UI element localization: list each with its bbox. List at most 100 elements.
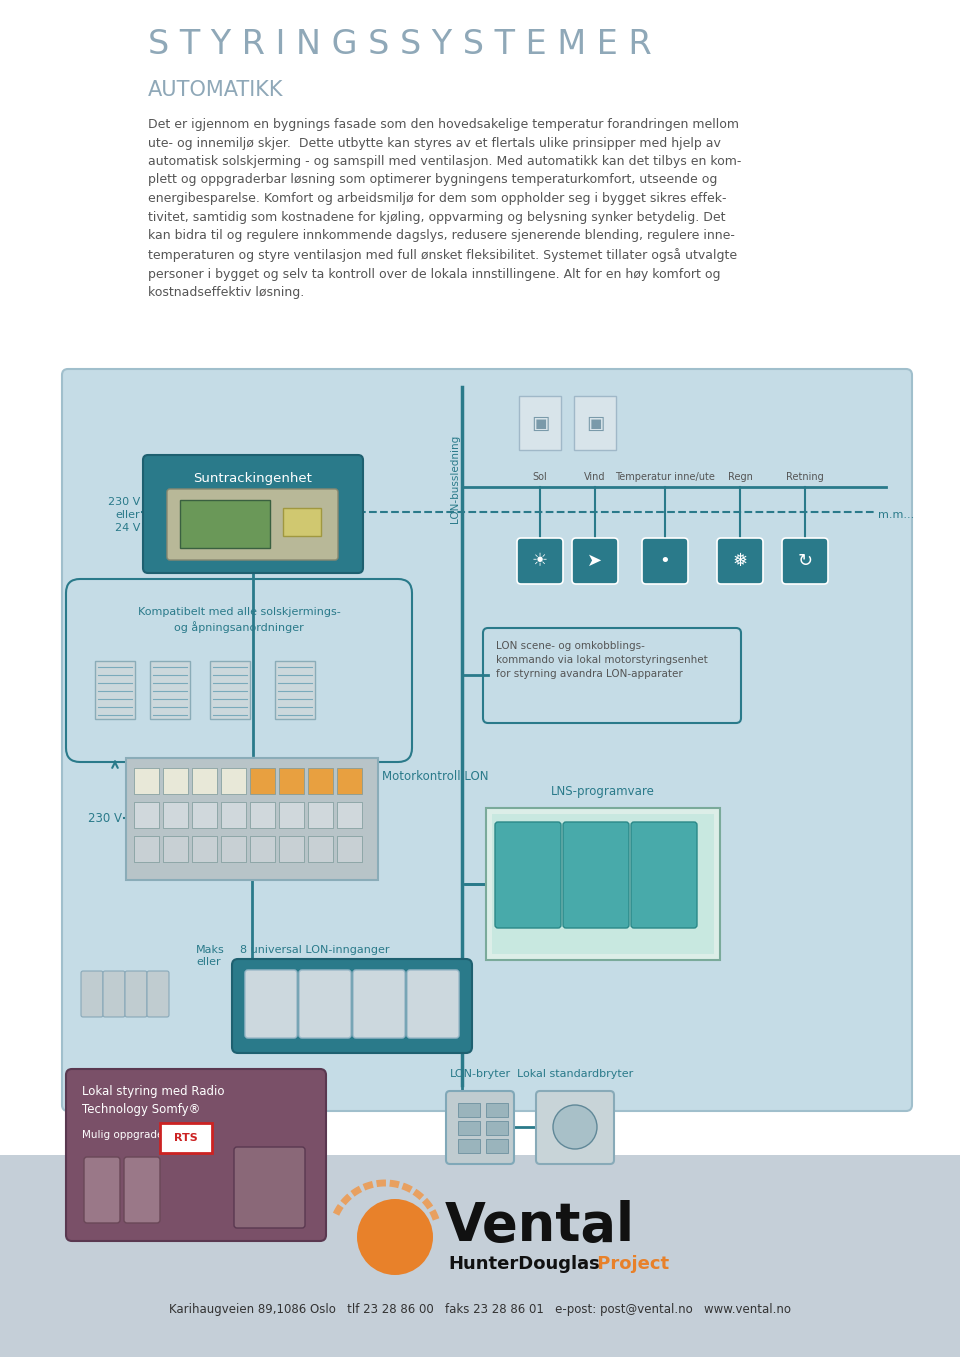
Circle shape [553,1105,597,1149]
Text: LNS-programvare: LNS-programvare [551,784,655,798]
Text: Motorkontroll LON: Motorkontroll LON [382,769,489,783]
Bar [250,836,275,862]
Bar [337,802,362,828]
FancyBboxPatch shape [631,822,697,928]
Bar [308,768,333,794]
FancyBboxPatch shape [563,822,629,928]
FancyBboxPatch shape [234,1147,305,1228]
Text: ➤: ➤ [588,552,603,570]
Text: ↻: ↻ [798,552,812,570]
Text: Lokal standardbryter: Lokal standardbryter [516,1069,634,1079]
Text: 8 universal LON-innganger: 8 universal LON-innganger [240,944,390,955]
Bar [221,802,246,828]
Bar [275,661,315,719]
Bar [134,836,159,862]
FancyBboxPatch shape [407,970,459,1038]
Text: S T Y R I N G S S Y S T E M E R: S T Y R I N G S S Y S T E M E R [148,28,652,61]
Bar [221,768,246,794]
FancyBboxPatch shape [245,970,297,1038]
FancyBboxPatch shape [103,972,125,1016]
Text: AUTOMATIKK: AUTOMATIKK [148,80,283,100]
Bar [486,1139,508,1153]
Circle shape [357,1200,433,1276]
Bar [95,661,135,719]
Text: Regn: Regn [728,472,753,482]
Bar [192,768,217,794]
Text: Mulig oppgradering: Mulig oppgradering [82,1130,184,1140]
Bar [221,836,246,862]
Text: Project: Project [591,1255,669,1273]
FancyBboxPatch shape [486,807,720,959]
FancyBboxPatch shape [782,537,828,584]
Bar [486,1121,508,1134]
Bar [279,802,304,828]
FancyBboxPatch shape [446,1091,514,1164]
Bar [134,802,159,828]
Bar [210,661,250,719]
FancyBboxPatch shape [66,1069,326,1242]
FancyBboxPatch shape [143,455,363,573]
FancyBboxPatch shape [84,1158,120,1223]
FancyBboxPatch shape [717,537,763,584]
Text: LON scene- og omkobblings-
kommando via lokal motorstyringsenhet
for styrning av: LON scene- og omkobblings- kommando via … [496,641,708,678]
Text: LON-bryter: LON-bryter [449,1069,511,1079]
Bar [150,661,190,719]
Text: eller: eller [196,957,221,968]
FancyBboxPatch shape [495,822,561,928]
FancyBboxPatch shape [124,1158,160,1223]
Bar [192,802,217,828]
Text: Vental: Vental [445,1200,635,1253]
Text: •: • [660,552,670,570]
Text: ❅: ❅ [732,552,748,570]
FancyBboxPatch shape [492,814,714,954]
Text: Det er igjennom en bygnings fasade som den hovedsakelige temperatur forandringen: Det er igjennom en bygnings fasade som d… [148,118,741,299]
Bar [0,1155,960,1357]
Bar [192,836,217,862]
Text: LON-bussledning: LON-bussledning [450,436,460,524]
Text: Kompatibelt med alle solskjermings-
og åpningsanordninger: Kompatibelt med alle solskjermings- og å… [137,607,341,632]
Bar [458,1103,480,1117]
Bar [180,499,270,548]
Text: ☀: ☀ [532,552,548,570]
Bar [250,802,275,828]
FancyBboxPatch shape [353,970,405,1038]
Bar [337,768,362,794]
Bar [337,836,362,862]
Bar [163,836,188,862]
Text: ▣: ▣ [586,414,604,433]
FancyBboxPatch shape [81,972,103,1016]
FancyBboxPatch shape [642,537,688,584]
FancyBboxPatch shape [299,970,351,1038]
Text: Karihaugveien 89,1086 Oslo   tlf 23 28 86 00   faks 23 28 86 01   e-post: post@v: Karihaugveien 89,1086 Oslo tlf 23 28 86 … [169,1303,791,1316]
Text: Sol: Sol [533,472,547,482]
Text: 230 V: 230 V [88,811,122,825]
Text: Temperatur inne/ute: Temperatur inne/ute [615,472,715,482]
FancyBboxPatch shape [125,972,147,1016]
Bar [163,768,188,794]
Bar [279,836,304,862]
Text: Lokal styring med Radio
Technology Somfy®: Lokal styring med Radio Technology Somfy… [82,1086,225,1115]
Bar [250,768,275,794]
FancyBboxPatch shape [517,537,563,584]
Text: Vind: Vind [585,472,606,482]
Bar [458,1121,480,1134]
Bar [163,802,188,828]
Bar [134,768,159,794]
Text: RTS: RTS [174,1133,198,1143]
Text: HunterDouglas: HunterDouglas [448,1255,600,1273]
Bar [283,508,321,536]
Text: Maks: Maks [196,944,225,955]
Bar [308,836,333,862]
FancyBboxPatch shape [147,972,169,1016]
Text: ▣: ▣ [531,414,549,433]
Text: m.m...: m.m... [878,510,914,520]
Bar [279,768,304,794]
FancyBboxPatch shape [574,396,616,451]
Bar [458,1139,480,1153]
Text: Retning: Retning [786,472,824,482]
FancyBboxPatch shape [126,759,378,879]
Bar [308,802,333,828]
FancyBboxPatch shape [167,489,338,560]
Text: 230 V
eller
24 V: 230 V eller 24 V [108,497,140,533]
Bar [486,1103,508,1117]
